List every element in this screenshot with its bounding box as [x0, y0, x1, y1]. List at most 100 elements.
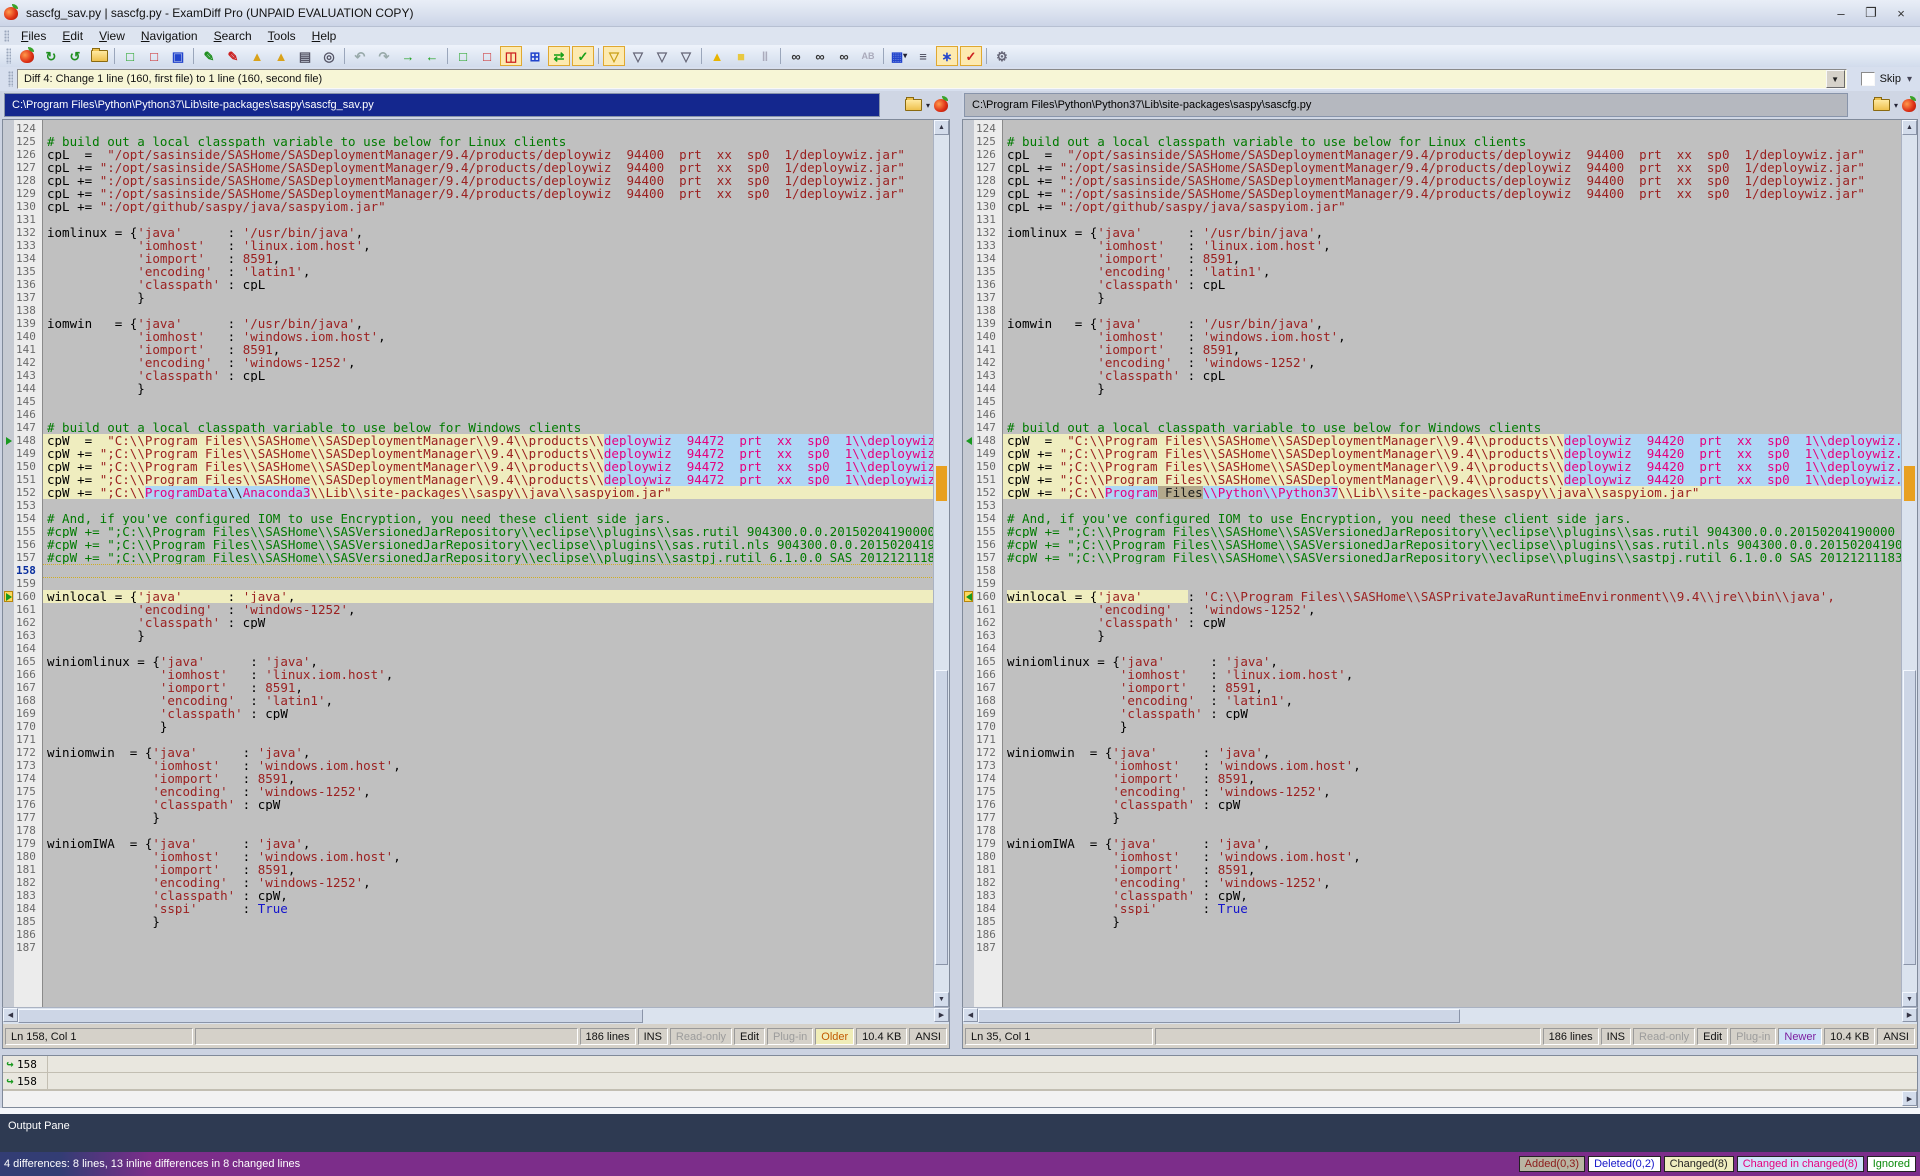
- code-line[interactable]: 169 'classpath' : cpW: [963, 707, 1902, 720]
- code-line[interactable]: 148 cpW = "C:\\Program Files\\SASHome\\SA…: [3, 434, 934, 447]
- code-line[interactable]: 167 'iomport' : 8591,: [963, 681, 1902, 694]
- code-line[interactable]: 175 'encoding' : 'windows-1252',: [3, 785, 934, 798]
- find-icon[interactable]: ∞: [791, 48, 801, 64]
- code-line[interactable]: 163 }: [963, 629, 1902, 642]
- code-line[interactable]: 155 #cpW += ";C:\\Program Files\\SASHome\…: [3, 525, 934, 538]
- code-line[interactable]: 176 'classpath' : cpW: [963, 798, 1902, 811]
- code-line[interactable]: 134 'iomport' : 8591,: [3, 252, 934, 265]
- scrollbar-thumb[interactable]: [935, 669, 948, 965]
- code-line[interactable]: 133 'iomhost' : 'linux.iom.host',: [963, 239, 1902, 252]
- code-line[interactable]: 174 'iomport' : 8591,: [963, 772, 1902, 785]
- code-line[interactable]: 139 iomwin = {'java' : '/usr/bin/java',: [963, 317, 1902, 330]
- scroll-up-icon[interactable]: ▲: [934, 120, 949, 135]
- open-file-icon[interactable]: [904, 97, 922, 111]
- code-line[interactable]: 156 #cpW += ";C:\\Program Files\\SASHome\…: [3, 538, 934, 551]
- code-line[interactable]: 177 }: [3, 811, 934, 824]
- menu-search[interactable]: Search: [213, 29, 252, 43]
- file-path-first[interactable]: C:\Program Files\Python\Python37\Lib\sit…: [4, 93, 880, 117]
- code-line[interactable]: 135 'encoding' : 'latin1',: [3, 265, 934, 278]
- code-line[interactable]: 170 }: [3, 720, 934, 733]
- code-line[interactable]: 163 }: [3, 629, 934, 642]
- code-line[interactable]: 181 'iomport' : 8591,: [963, 863, 1902, 876]
- menu-view[interactable]: View: [99, 29, 125, 43]
- code-line[interactable]: 152 cpW += ";C:\\Program Files\\Python\\P…: [963, 486, 1902, 499]
- horizontal-scrollbar[interactable]: ◀ ▶: [962, 1007, 1918, 1024]
- highlight-icon[interactable]: ■: [737, 48, 745, 64]
- find-next-icon[interactable]: ∞: [815, 48, 825, 64]
- code-line[interactable]: 128 cpL += ":/opt/sasinside/SASHome/SASDe…: [3, 174, 934, 187]
- code-line[interactable]: 179 winiomIWA = {'java' : 'java',: [963, 837, 1902, 850]
- code-line[interactable]: 148 cpW = "C:\\Program Files\\SASHome\\SA…: [963, 434, 1902, 447]
- detail-scrollbar[interactable]: ▶: [3, 1090, 1917, 1107]
- code-line[interactable]: 144 }: [3, 382, 934, 395]
- code-line[interactable]: 171: [963, 733, 1902, 746]
- code-line[interactable]: 171: [3, 733, 934, 746]
- code-line[interactable]: 145: [963, 395, 1902, 408]
- code-line[interactable]: 183 'classpath' : cpW,: [963, 889, 1902, 902]
- menu-help[interactable]: Help: [311, 29, 337, 43]
- code-line[interactable]: 157 #cpW += ";C:\\Program Files\\SASHome\…: [963, 551, 1902, 564]
- settings-icon[interactable]: ⚙: [996, 48, 1008, 64]
- find-prev-icon[interactable]: ∞: [839, 48, 849, 64]
- code-line[interactable]: 142 'encoding' : 'windows-1252',: [3, 356, 934, 369]
- menu-files[interactable]: Files: [21, 29, 47, 43]
- code-line[interactable]: 187: [963, 941, 1902, 954]
- columns-icon[interactable]: ‖: [761, 48, 769, 64]
- code-line[interactable]: 124: [963, 122, 1902, 135]
- code-line[interactable]: 146: [3, 408, 934, 421]
- code-line[interactable]: 184 'sspi' : True: [3, 902, 934, 915]
- scrollbar-thumb[interactable]: [978, 1009, 1461, 1023]
- code-line[interactable]: 178: [3, 824, 934, 837]
- save-first-icon[interactable]: □: [126, 48, 134, 64]
- code-area-second[interactable]: 124 125 # build out a local classpath vari…: [962, 119, 1918, 1007]
- scroll-left-icon[interactable]: ◀: [3, 1008, 18, 1022]
- code-line[interactable]: 124: [3, 122, 934, 135]
- code-line[interactable]: 139 iomwin = {'java' : '/usr/bin/java',: [3, 317, 934, 330]
- show-identical-icon[interactable]: □: [459, 48, 467, 64]
- code-line[interactable]: 131: [3, 213, 934, 226]
- code-line[interactable]: 180 'iomhost' : 'windows.iom.host',: [3, 850, 934, 863]
- code-line[interactable]: 137 }: [963, 291, 1902, 304]
- detail-pane-splitter[interactable]: [0, 1049, 1920, 1055]
- scroll-down-icon[interactable]: ▼: [934, 992, 949, 1007]
- show-deleted-icon[interactable]: □: [483, 48, 491, 64]
- code-line[interactable]: 132 iomlinux = {'java' : '/usr/bin/java',: [963, 226, 1902, 239]
- code-line[interactable]: 135 'encoding' : 'latin1',: [963, 265, 1902, 278]
- scroll-right-icon[interactable]: ▶: [934, 1008, 949, 1022]
- open-files-icon[interactable]: [88, 46, 110, 66]
- code-line[interactable]: 185 }: [3, 915, 934, 928]
- code-line[interactable]: 126 cpL = "/opt/sasinside/SASHome/SASDepl…: [3, 148, 934, 161]
- code-line[interactable]: 174 'iomport' : 8591,: [3, 772, 934, 785]
- code-line[interactable]: 154 # And, if you've configured IOM to us…: [3, 512, 934, 525]
- code-line[interactable]: 158: [963, 564, 1902, 577]
- code-line[interactable]: 186: [963, 928, 1902, 941]
- code-line[interactable]: 151 cpW += ";C:\\Program Files\\SASHome\\…: [963, 473, 1902, 486]
- vertical-scrollbar[interactable]: ▲ ▼: [933, 120, 949, 1007]
- code-line[interactable]: 140 'iomhost' : 'windows.iom.host',: [963, 330, 1902, 343]
- goto-first-icon[interactable]: ▲: [250, 48, 264, 64]
- code-line[interactable]: 165 winiomlinux = {'java' : 'java',: [963, 655, 1902, 668]
- code-line[interactable]: 155 #cpW += ";C:\\Program Files\\SASHome\…: [963, 525, 1902, 538]
- skip-checkbox[interactable]: [1860, 72, 1875, 86]
- code-line[interactable]: 186: [3, 928, 934, 941]
- code-line[interactable]: 182 'encoding' : 'windows-1252',: [3, 876, 934, 889]
- code-line[interactable]: 160 winlocal = {'java' : 'C:\\Program Fil…: [963, 590, 1902, 603]
- filter-deleted-icon[interactable]: ▽: [657, 48, 667, 64]
- vertical-scrollbar[interactable]: ▲ ▼: [1901, 120, 1917, 1007]
- edit-first-icon[interactable]: ✎: [203, 48, 215, 64]
- code-line[interactable]: 161 'encoding' : 'windows-1252',: [3, 603, 934, 616]
- compare-icon[interactable]: [16, 46, 38, 66]
- compare-file-icon[interactable]: [934, 95, 948, 112]
- auto-recompare-icon[interactable]: ✓: [572, 46, 594, 66]
- code-line[interactable]: 126 cpL = "/opt/sasinside/SASHome/SASDepl…: [963, 148, 1902, 161]
- code-line[interactable]: 170 }: [963, 720, 1902, 733]
- horizontal-scrollbar[interactable]: ◀ ▶: [2, 1007, 950, 1024]
- grip-handle[interactable]: [4, 29, 9, 43]
- code-line[interactable]: 179 winiomIWA = {'java' : 'java',: [3, 837, 934, 850]
- code-line[interactable]: 164: [963, 642, 1902, 655]
- code-line[interactable]: 166 'iomhost' : 'linux.iom.host',: [963, 668, 1902, 681]
- edit-second-icon[interactable]: ✎: [227, 48, 239, 64]
- code-line[interactable]: 181 'iomport' : 8591,: [3, 863, 934, 876]
- code-line[interactable]: 141 'iomport' : 8591,: [963, 343, 1902, 356]
- code-line[interactable]: 177 }: [963, 811, 1902, 824]
